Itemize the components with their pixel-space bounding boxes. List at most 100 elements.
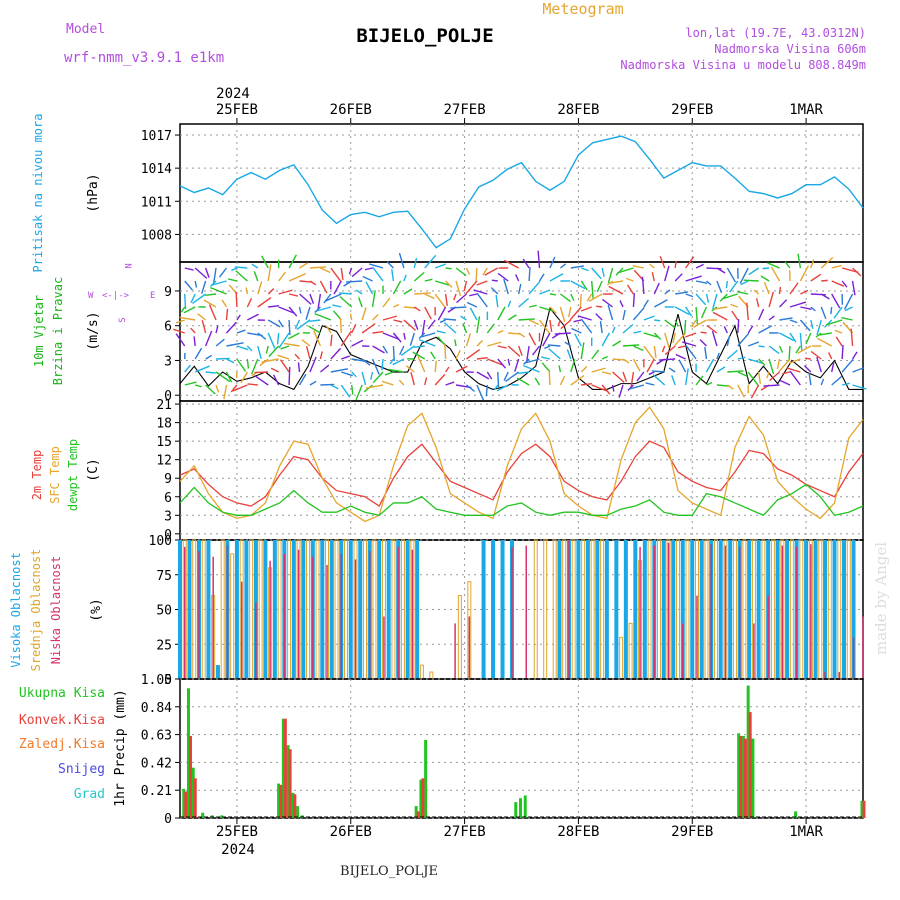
wind-legend-w: W <box>88 291 94 301</box>
wind-arrow <box>654 319 661 322</box>
wind-arrow <box>194 280 198 288</box>
wind-arrow <box>179 316 196 321</box>
wind-arrow <box>633 330 642 334</box>
wind-arrow <box>405 365 415 373</box>
wind-arrow <box>517 283 522 295</box>
wind-arrow <box>841 345 844 360</box>
wind-arrow <box>841 358 854 373</box>
wind-arrow <box>454 339 457 347</box>
cloud-bar <box>192 539 197 680</box>
wind-arrow <box>297 362 301 373</box>
cloud-bar <box>732 539 737 680</box>
wind-arrow <box>788 345 791 360</box>
wind-arrow <box>768 315 775 321</box>
wind-arrow <box>674 260 677 269</box>
cloud-bar <box>680 540 685 679</box>
wind-arrow <box>695 280 708 284</box>
wind-arrow <box>497 358 507 369</box>
cloud-bar <box>212 556 214 679</box>
wind-arrow <box>782 371 791 375</box>
cloud-bar <box>619 636 624 680</box>
cloud-bar <box>842 540 847 679</box>
y-tick-label: 1014 <box>141 162 172 177</box>
wind-arrow <box>815 332 822 338</box>
wind-arrow <box>820 256 834 269</box>
wind-arrow <box>518 371 530 375</box>
precip-legend-item: Zaledj.Kisa <box>19 737 105 752</box>
cloud-bar <box>600 539 605 680</box>
footer-station: BIJELO_POLJE <box>340 864 438 879</box>
wind-arrow <box>254 374 269 386</box>
wind-arrow <box>831 280 845 287</box>
cloud-bar <box>795 546 798 679</box>
wind-arrow <box>393 319 403 323</box>
cloud-bar <box>481 540 486 679</box>
wind-arrow <box>712 293 718 310</box>
wind-arrow <box>400 345 415 357</box>
wind-arrow <box>175 333 186 347</box>
wind-arrow <box>257 345 262 359</box>
wind-arrow <box>532 345 541 356</box>
wind-arrow <box>319 364 330 373</box>
wind-arrow <box>236 345 249 351</box>
wind-arrow <box>190 327 196 334</box>
wind-arrow <box>566 349 572 360</box>
wind-arrow <box>460 315 467 321</box>
wind-arrow <box>497 371 500 388</box>
wind-arrow <box>261 255 269 269</box>
wind-arrow <box>559 263 567 269</box>
wind-arrow <box>288 293 299 297</box>
wind-arrow <box>559 376 566 386</box>
cloud-bar <box>320 540 325 679</box>
wind-arrow <box>643 332 658 338</box>
precip-bar <box>751 738 755 818</box>
station-title: BIJELO_POLJE <box>356 25 493 47</box>
wind-arrow <box>632 358 641 372</box>
wind-arrow <box>434 373 446 386</box>
wind-arrow <box>716 352 720 360</box>
wind-arrow <box>601 384 611 395</box>
wind-arrow <box>192 293 207 305</box>
wind-arrow <box>361 322 376 334</box>
cloud-bar <box>699 540 704 679</box>
wind-arrow <box>648 371 655 376</box>
wind-arrow <box>330 334 333 347</box>
cloud-bar <box>258 539 263 680</box>
wind-legend-s: S <box>118 317 128 322</box>
wind-arrow <box>424 278 433 282</box>
wind-arrow <box>330 347 342 360</box>
wind-arrow <box>246 358 250 369</box>
cloud-bar <box>344 539 349 680</box>
cloud-bar <box>415 540 420 679</box>
cloud-bar <box>804 540 809 679</box>
wind-arrow <box>548 348 561 360</box>
precip-bar <box>293 794 297 818</box>
temp-side-label: dewpt Temp <box>66 439 80 511</box>
wind-arrow <box>251 358 259 375</box>
wind-arrow <box>622 371 628 382</box>
wind-arrow <box>712 311 728 321</box>
wind-arrow <box>810 319 814 329</box>
wind-arrow <box>445 267 452 270</box>
wind-arrow <box>763 384 780 387</box>
wind-arrow <box>268 304 280 308</box>
wind-arrow <box>580 366 588 373</box>
cloud-bar <box>383 616 385 679</box>
wind-arrow <box>430 351 436 360</box>
precip-ylabel: 1hr Precip (mm) <box>113 689 128 806</box>
wind-arrow <box>518 297 530 308</box>
cloud-bar <box>240 581 243 679</box>
wind-arrow <box>833 306 843 319</box>
y-tick-label: 3 <box>164 509 172 524</box>
wind-arrow <box>361 358 371 366</box>
wind-arrow <box>622 309 626 321</box>
wind-arrow <box>475 267 478 282</box>
cloud-bar <box>206 540 211 679</box>
y-tick-label: 0.84 <box>141 701 172 716</box>
wind-arrow <box>455 267 467 277</box>
wind-arrow <box>391 269 395 282</box>
wind-arrow <box>711 306 718 312</box>
wind-arrow <box>590 280 594 299</box>
wind-arrow <box>476 371 490 380</box>
wind-arrow <box>595 313 603 321</box>
